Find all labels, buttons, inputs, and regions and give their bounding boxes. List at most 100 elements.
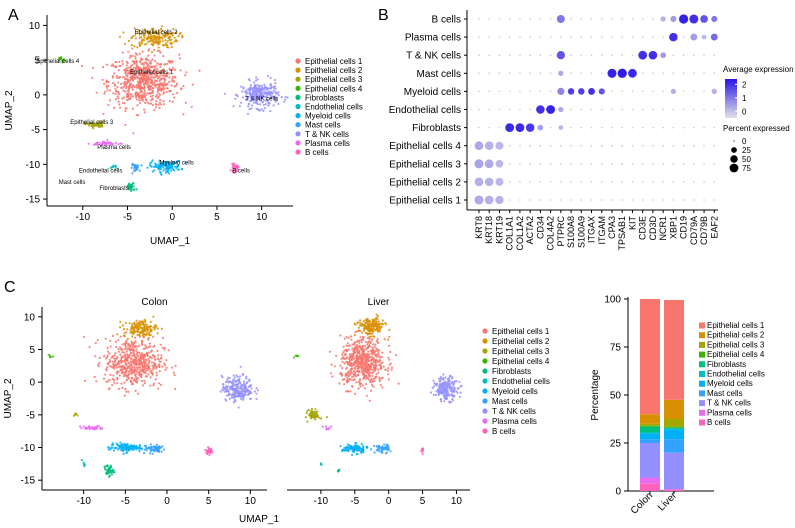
point — [106, 354, 109, 357]
point — [253, 81, 256, 84]
cluster-fibroblasts — [103, 464, 116, 478]
point — [104, 337, 107, 340]
point — [147, 32, 150, 35]
dot — [537, 124, 544, 131]
dot — [713, 162, 716, 165]
point — [442, 382, 445, 385]
point — [95, 143, 98, 146]
dot — [508, 72, 511, 75]
dot — [559, 144, 562, 147]
point — [154, 59, 157, 63]
point — [377, 322, 381, 325]
dot — [611, 18, 613, 20]
point — [252, 91, 255, 94]
point — [135, 91, 138, 94]
point — [356, 350, 359, 354]
cluster-b-cells — [204, 446, 214, 457]
point — [362, 338, 365, 341]
row-label: Plasma cells — [405, 33, 461, 44]
point — [134, 68, 137, 71]
legend-label: Mast cells — [492, 397, 528, 406]
legend-label: Epithelial cells 4 — [492, 357, 550, 366]
cluster-epithelial-cells-2 — [116, 315, 164, 343]
legend-key-myeloid-cells — [295, 113, 301, 119]
point — [371, 332, 374, 335]
point — [272, 104, 275, 107]
x-tick-label: 5 — [214, 212, 220, 223]
dot — [652, 199, 654, 201]
point — [121, 60, 124, 63]
dot — [580, 144, 583, 147]
point — [381, 451, 384, 454]
cluster-endothelial-cells — [319, 462, 323, 466]
point — [134, 380, 137, 383]
point — [159, 165, 162, 168]
point — [129, 360, 132, 363]
legend-label: T & NK cells — [492, 407, 536, 416]
point — [137, 99, 141, 102]
panel-label-b: B — [378, 7, 389, 24]
point — [91, 76, 94, 79]
dot — [621, 18, 624, 20]
point — [379, 359, 382, 362]
point — [352, 364, 355, 367]
point — [167, 349, 170, 352]
dot — [611, 36, 613, 38]
point — [124, 345, 127, 348]
cluster-myeloid-cells — [107, 441, 154, 455]
point — [387, 338, 390, 341]
point — [304, 416, 307, 419]
point — [245, 92, 248, 95]
point — [57, 58, 61, 62]
point — [280, 96, 283, 99]
point — [109, 365, 112, 368]
point — [140, 448, 144, 451]
point — [135, 356, 138, 359]
point — [122, 334, 125, 337]
point — [348, 377, 351, 381]
point — [143, 382, 146, 385]
cluster-t-and-nk-cells — [223, 74, 289, 115]
point — [133, 27, 136, 30]
point — [236, 391, 239, 394]
point — [136, 85, 139, 88]
point — [76, 414, 79, 417]
point — [369, 448, 373, 451]
point — [262, 103, 265, 106]
dot — [488, 108, 491, 111]
point — [364, 369, 367, 372]
point — [84, 426, 87, 429]
point — [162, 166, 165, 169]
point — [320, 417, 323, 420]
x-tick-label: 10 — [451, 496, 463, 507]
point — [133, 85, 136, 89]
dot — [692, 126, 695, 129]
point — [324, 425, 327, 428]
point — [235, 165, 238, 168]
point — [388, 335, 391, 338]
point — [139, 326, 142, 329]
point — [365, 332, 368, 335]
legend-key-endothelial-cells — [699, 371, 705, 377]
dot — [478, 72, 480, 75]
point — [170, 46, 173, 49]
point — [342, 357, 345, 360]
dot — [652, 144, 654, 147]
point — [378, 330, 381, 333]
point — [140, 376, 143, 379]
dot — [508, 144, 511, 147]
point — [95, 91, 98, 94]
point — [372, 320, 375, 323]
point — [153, 68, 156, 72]
point — [165, 31, 168, 34]
bar-segment-fibroblasts — [664, 427, 684, 429]
colorbar — [725, 79, 737, 118]
dot — [692, 72, 695, 75]
point — [456, 391, 459, 394]
x-axis-label: UMAP_1 — [150, 236, 190, 247]
point — [146, 71, 149, 74]
dot — [662, 162, 665, 165]
point — [121, 343, 124, 346]
